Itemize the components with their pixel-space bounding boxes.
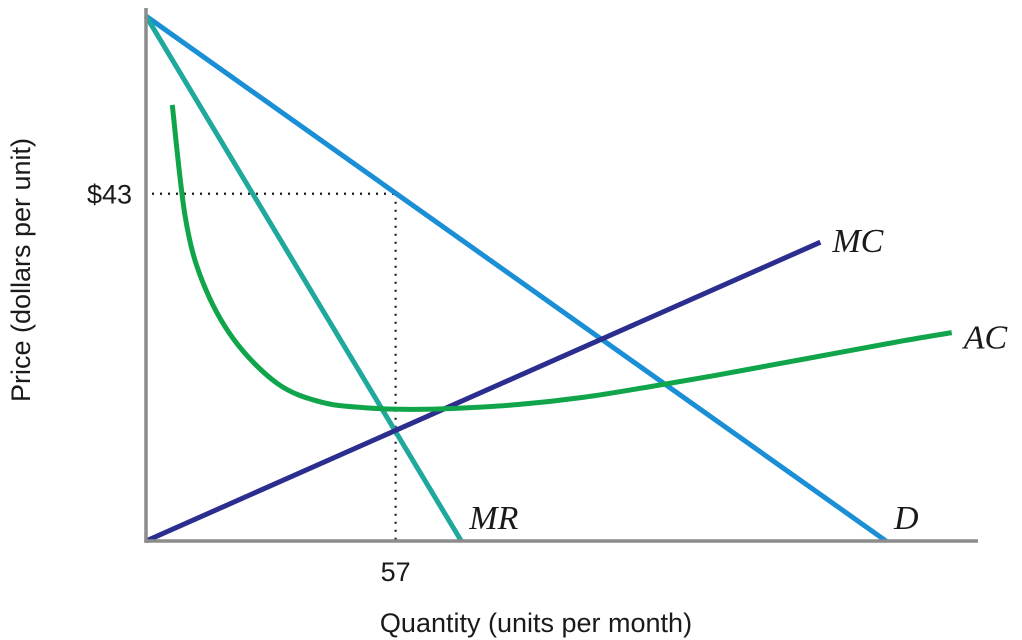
y-tick-label: $43	[87, 180, 132, 210]
guide-lines	[152, 192, 397, 541]
mc-label: MC	[831, 223, 883, 260]
ac-curve	[169, 104, 953, 412]
y-axis-title: Price (dollars per unit)	[6, 138, 36, 402]
d-curve	[144, 14, 888, 544]
labels: D MR MC AC $43 57 Quantity (units per month) Pr…	[6, 138, 1007, 638]
axes	[144, 8, 978, 543]
curves	[143, 14, 953, 544]
x-axis-title: Quantity (units per month)	[380, 608, 692, 638]
ac-label: AC	[962, 320, 1008, 357]
mc-curve	[144, 239, 822, 544]
x-tick-label: 57	[381, 557, 411, 587]
mr-label: MR	[468, 500, 518, 537]
d-label: D	[893, 500, 919, 537]
mr-curve	[143, 14, 464, 543]
